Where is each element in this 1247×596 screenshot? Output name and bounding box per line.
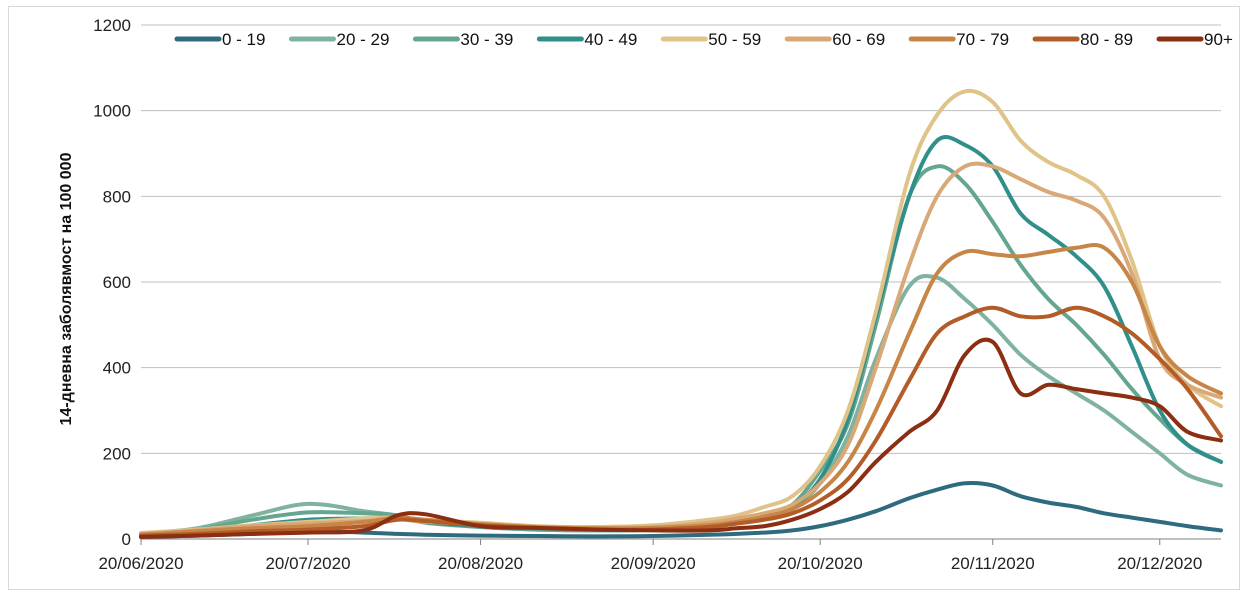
y-tick-label: 1000 (93, 102, 131, 121)
series-line-30-39 (139, 164, 1223, 537)
x-tick-label: 20/10/2020 (778, 554, 863, 573)
y-tick-label: 0 (122, 530, 131, 549)
legend-item: 60 - 69 (784, 30, 885, 49)
x-tick-label: 20/09/2020 (611, 554, 696, 573)
x-tick-label: 20/12/2020 (1117, 554, 1202, 573)
legend-label: 40 - 49 (584, 30, 637, 49)
x-tick-label: 20/06/2020 (98, 554, 183, 573)
x-axis: 20/06/2020 20/07/2020 20/08/2020 20/09/2020… (98, 539, 1202, 573)
series-line-60-69 (139, 161, 1223, 536)
y-axis: 0 200 400 600 800 1000 1200 (93, 16, 131, 549)
x-tick-label: 20/11/2020 (951, 554, 1035, 573)
legend-item: 20 - 29 (288, 30, 389, 49)
legend-label: 30 - 39 (460, 30, 513, 49)
legend-label: 90+ (1204, 30, 1233, 49)
y-axis-label: 14-дневна заболявмост на 100 000 (58, 152, 75, 425)
x-tick-label: 20/08/2020 (438, 554, 523, 573)
y-tick-label: 200 (103, 444, 131, 463)
legend-label: 50 - 59 (708, 30, 761, 49)
y-tick-label: 1200 (93, 16, 131, 35)
series-line-0-19 (139, 481, 1223, 539)
legend-item: 30 - 39 (412, 30, 513, 49)
legend-item: 40 - 49 (536, 30, 637, 49)
legend-item: 80 - 89 (1032, 30, 1133, 49)
series-lines (139, 88, 1223, 539)
legend: 0 - 19 20 - 29 30 - 39 40 - 49 50 - 59 60 - 6… (174, 30, 1233, 49)
y-tick-label: 600 (103, 273, 131, 292)
series-line-90plus (139, 337, 1223, 539)
series-line-70-79 (139, 243, 1223, 537)
legend-item: 50 - 59 (660, 30, 761, 49)
y-tick-label: 800 (103, 187, 131, 206)
x-tick-label: 20/07/2020 (265, 554, 350, 573)
legend-label: 70 - 79 (956, 30, 1009, 49)
legend-label: 0 - 19 (222, 30, 265, 49)
legend-label: 80 - 89 (1080, 30, 1133, 49)
legend-item: 70 - 79 (908, 30, 1009, 49)
y-tick-label: 400 (103, 359, 131, 378)
series-line-80-89 (139, 305, 1223, 538)
legend-label: 60 - 69 (832, 30, 885, 49)
line-chart: 0 200 400 600 800 1000 1200 20/06/2020 20/07/20… (58, 16, 1233, 573)
gridlines (141, 24, 1221, 540)
legend-item: 90+ (1156, 30, 1233, 49)
legend-label: 20 - 29 (336, 30, 389, 49)
chart-frame: 0 200 400 600 800 1000 1200 20/06/2020 20/07/20… (8, 6, 1240, 590)
legend-item: 0 - 19 (174, 30, 265, 49)
